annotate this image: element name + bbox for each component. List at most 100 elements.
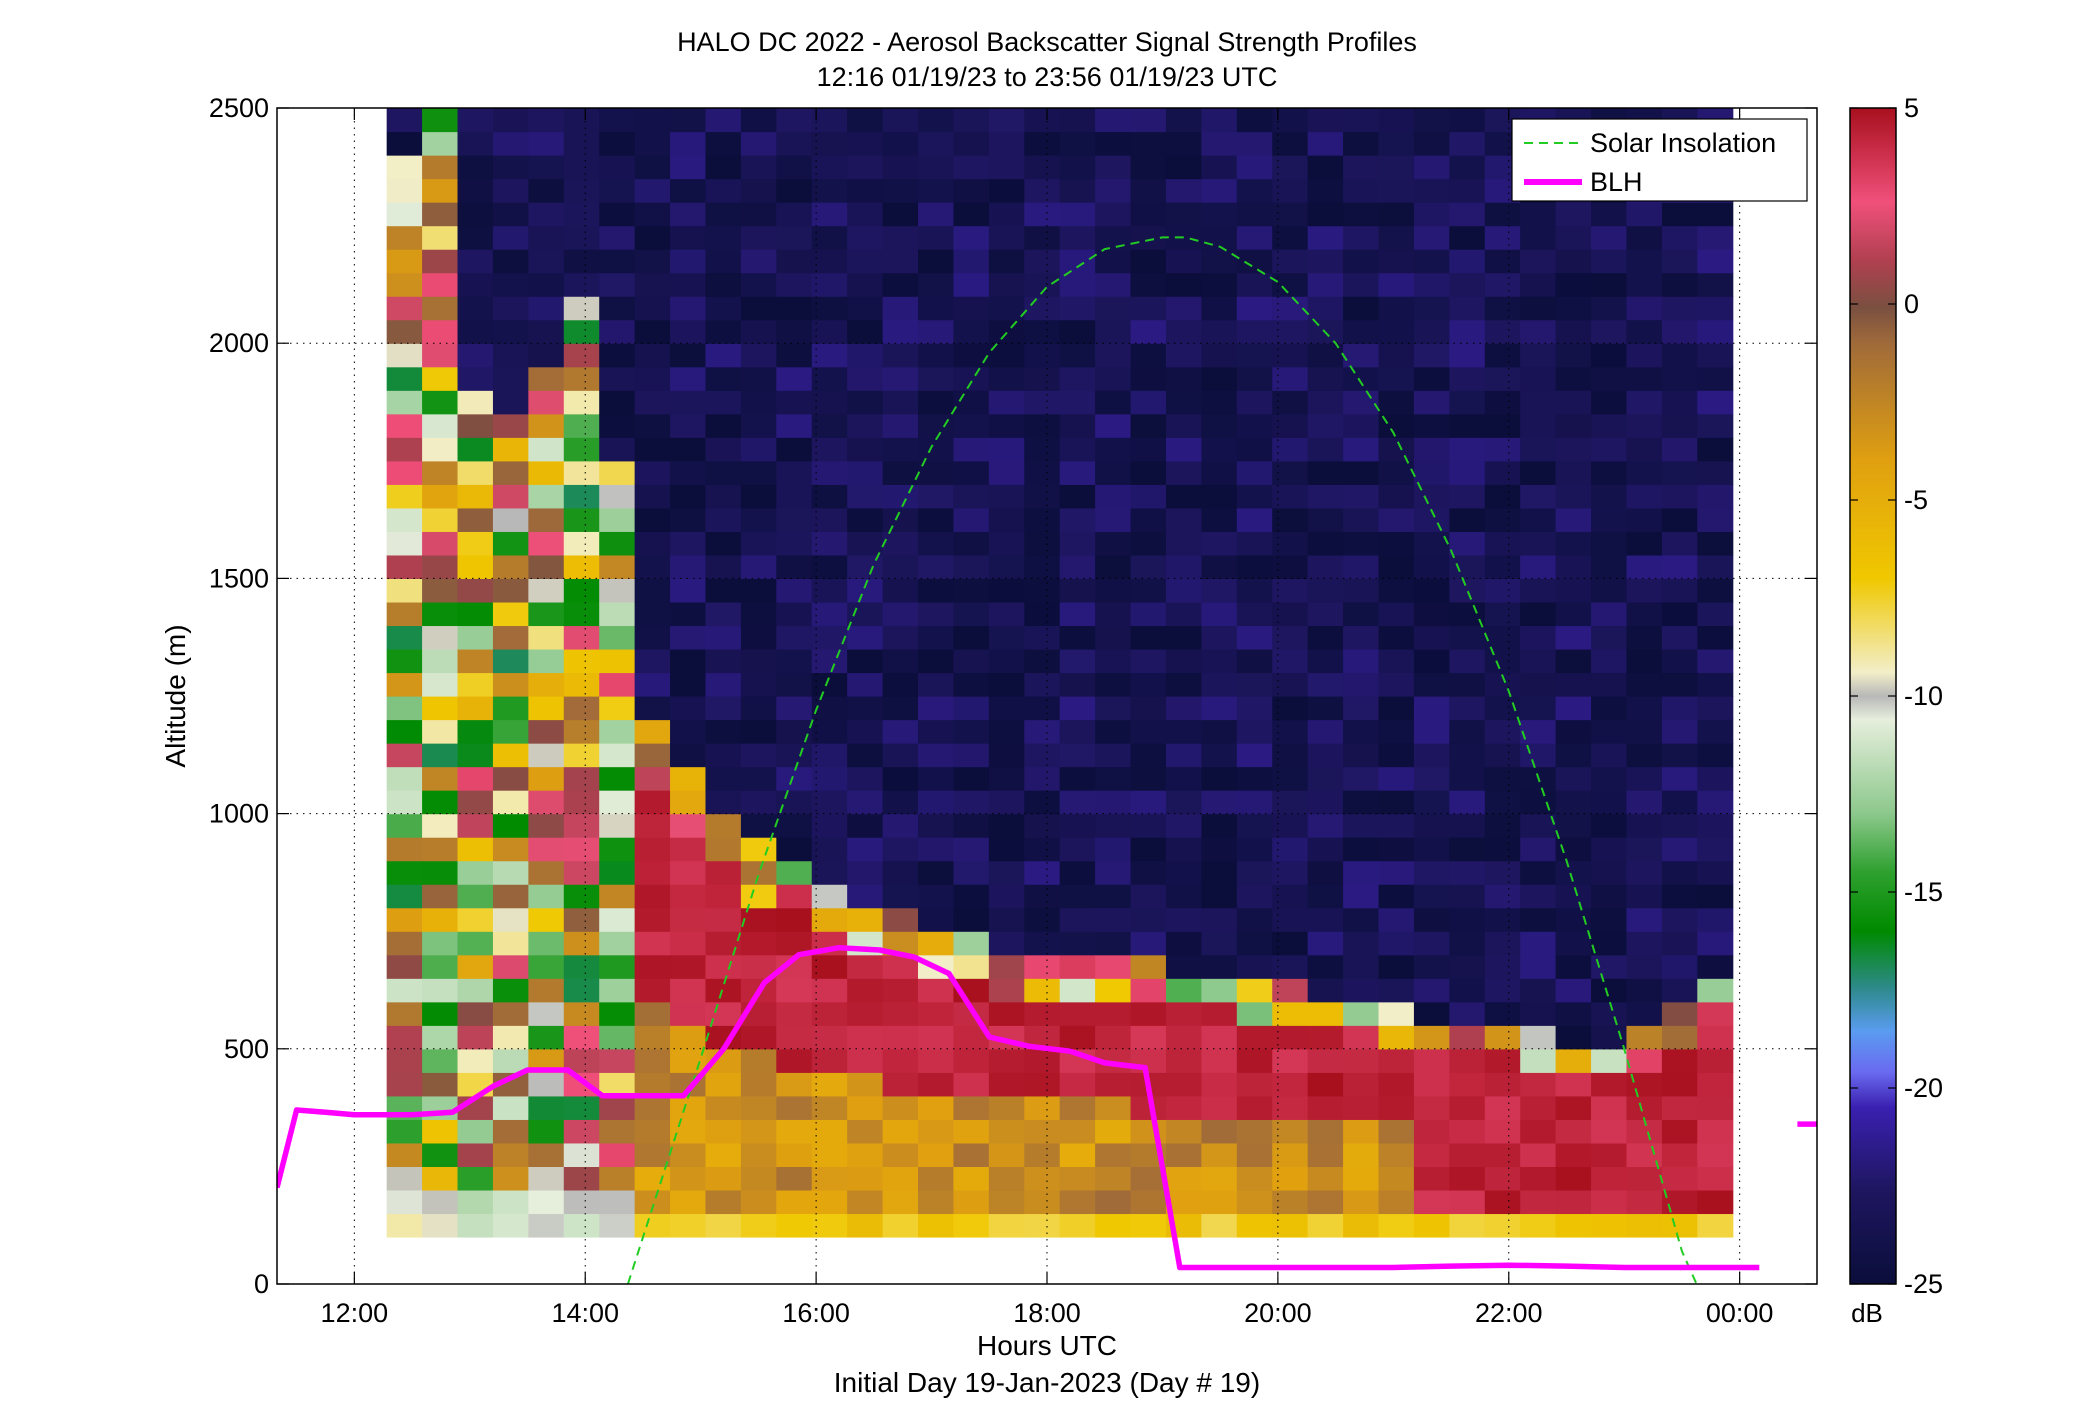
- heatmap-cell: [988, 696, 1025, 721]
- x-axis-label: Hours UTC: [977, 1330, 1117, 1361]
- heatmap-cell: [528, 155, 565, 180]
- y-tick-label: 1500: [209, 563, 269, 593]
- heatmap-cell: [1378, 366, 1415, 391]
- heatmap-cell: [811, 860, 848, 885]
- heatmap-cell: [1272, 743, 1309, 768]
- heatmap-cell: [492, 1213, 529, 1238]
- heatmap-cell: [847, 1025, 884, 1050]
- heatmap-cell: [1130, 108, 1167, 133]
- heatmap-cell: [1484, 507, 1521, 532]
- heatmap-cell: [1343, 743, 1380, 768]
- heatmap-cell: [1520, 484, 1557, 509]
- heatmap-cell: [1165, 978, 1202, 1003]
- heatmap-cell: [1661, 390, 1698, 415]
- heatmap-cell: [811, 719, 848, 744]
- heatmap-cell: [528, 813, 565, 838]
- heatmap-cell: [1555, 272, 1592, 297]
- heatmap-cell: [1555, 743, 1592, 768]
- heatmap-cell: [1236, 108, 1273, 133]
- heatmap-cell: [1201, 554, 1238, 579]
- heatmap-cell: [1343, 413, 1380, 438]
- heatmap-cell: [1024, 719, 1061, 744]
- heatmap-cell: [988, 931, 1025, 956]
- heatmap-cell: [1130, 1119, 1167, 1144]
- heatmap-cell: [882, 155, 919, 180]
- heatmap-cell: [1449, 319, 1486, 344]
- heatmap-cell: [1095, 1072, 1132, 1097]
- heatmap-cell: [1236, 531, 1273, 556]
- heatmap-cell: [1413, 108, 1450, 133]
- heatmap-cell: [563, 1119, 600, 1144]
- heatmap-cell: [457, 1048, 494, 1073]
- heatmap-cell: [1697, 907, 1734, 932]
- heatmap-cell: [1307, 1189, 1344, 1215]
- heatmap-cell: [705, 155, 742, 180]
- heatmap-cell: [705, 343, 742, 368]
- heatmap-cell: [1591, 1189, 1628, 1215]
- heatmap-cell: [1520, 648, 1557, 674]
- colorbar-tick-label: -25: [1904, 1269, 1943, 1299]
- heatmap-cell: [953, 1189, 990, 1215]
- heatmap-cell: [670, 413, 707, 438]
- heatmap-cell: [1413, 484, 1450, 509]
- heatmap-cell: [1201, 1025, 1238, 1050]
- heatmap-cell: [1484, 766, 1521, 791]
- legend-box: [1511, 118, 1808, 202]
- heatmap-cell: [1484, 343, 1521, 368]
- heatmap-cell: [1697, 1095, 1734, 1120]
- heatmap-cell: [1095, 1189, 1132, 1215]
- heatmap-cell: [1591, 249, 1628, 274]
- heatmap-cell: [1130, 460, 1167, 485]
- heatmap-cell: [1236, 884, 1273, 909]
- heatmap-cell: [634, 625, 671, 650]
- heatmap-cell: [634, 178, 671, 203]
- heatmap-cell: [1059, 484, 1096, 509]
- heatmap-cell: [705, 272, 742, 297]
- heatmap-cell: [386, 343, 423, 368]
- heatmap-cell: [918, 813, 955, 838]
- heatmap-cell: [563, 907, 600, 932]
- heatmap-cell: [1343, 319, 1380, 344]
- heatmap-cell: [953, 296, 990, 321]
- heatmap-cell: [634, 460, 671, 485]
- heatmap-cell: [1024, 108, 1061, 133]
- heatmap-cell: [847, 531, 884, 556]
- heatmap-cell: [1165, 648, 1202, 674]
- heatmap-cell: [1378, 743, 1415, 768]
- heatmap-cell: [670, 696, 707, 721]
- heatmap-cell: [599, 296, 636, 321]
- heatmap-cell: [1095, 860, 1132, 885]
- heatmap-cell: [634, 860, 671, 885]
- heatmap-cell: [953, 837, 990, 862]
- heatmap-cell: [528, 1119, 565, 1144]
- heatmap-cell: [988, 108, 1025, 133]
- heatmap-cell: [1236, 978, 1273, 1003]
- heatmap-cell: [1130, 390, 1167, 415]
- heatmap-cell: [953, 507, 990, 532]
- heatmap-cell: [422, 390, 459, 415]
- heatmap-cell: [1591, 1166, 1628, 1191]
- heatmap-cell: [776, 813, 813, 838]
- heatmap-cell: [882, 813, 919, 838]
- heatmap-cell: [1236, 790, 1273, 815]
- heatmap-cell: [528, 460, 565, 485]
- heatmap-cell: [670, 390, 707, 415]
- heatmap-cell: [422, 296, 459, 321]
- heatmap-cell: [740, 296, 777, 321]
- heatmap-cell: [882, 578, 919, 603]
- heatmap-cell: [1059, 931, 1096, 956]
- heatmap-cell: [988, 978, 1025, 1003]
- heatmap-cell: [1343, 672, 1380, 697]
- heatmap-cell: [1201, 108, 1238, 133]
- heatmap-cell: [1378, 978, 1415, 1003]
- heatmap-cell: [1059, 907, 1096, 932]
- heatmap-cell: [918, 366, 955, 391]
- heatmap-cell: [528, 648, 565, 674]
- heatmap-cell: [1555, 319, 1592, 344]
- heatmap-cell: [1165, 743, 1202, 768]
- heatmap-cell: [1236, 413, 1273, 438]
- heatmap-cell: [1201, 648, 1238, 674]
- heatmap-cell: [634, 743, 671, 768]
- heatmap-cell: [386, 813, 423, 838]
